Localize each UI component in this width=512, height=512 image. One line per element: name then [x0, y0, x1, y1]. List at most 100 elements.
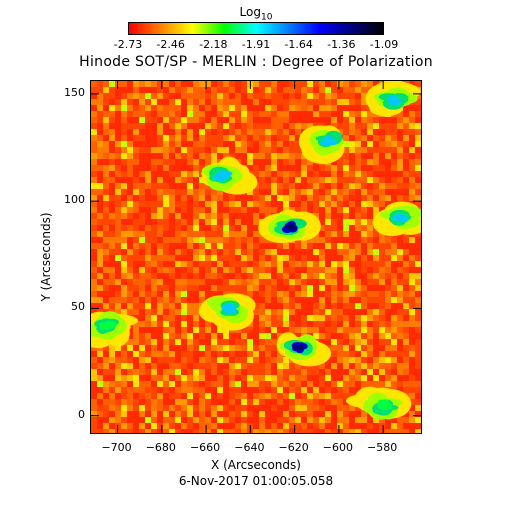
map-pixel — [355, 363, 361, 369]
map-pixel — [277, 291, 283, 297]
map-pixel — [205, 123, 211, 129]
map-pixel — [139, 255, 145, 261]
map-pixel — [121, 243, 127, 249]
map-pixel — [109, 123, 115, 129]
map-pixel — [253, 417, 259, 423]
map-pixel — [313, 423, 319, 429]
map-pixel — [169, 93, 175, 99]
map-pixel — [415, 273, 421, 279]
map-pixel — [229, 147, 235, 153]
map-pixel — [337, 243, 343, 249]
x-tick-label: −680 — [145, 441, 176, 454]
map-pixel — [361, 345, 367, 351]
map-pixel — [307, 429, 313, 433]
map-pixel — [235, 147, 241, 153]
map-pixel — [187, 297, 193, 303]
map-pixel — [151, 231, 157, 237]
map-pixel — [265, 189, 271, 195]
polarization-region — [372, 201, 421, 237]
map-pixel — [403, 147, 409, 153]
map-pixel — [379, 327, 385, 333]
map-pixel — [409, 177, 415, 183]
map-pixel — [265, 345, 271, 351]
map-pixel — [151, 165, 157, 171]
map-pixel — [349, 141, 355, 147]
map-pixel — [277, 285, 283, 291]
map-pixel — [319, 285, 325, 291]
map-pixel — [235, 105, 241, 111]
map-pixel — [295, 315, 301, 321]
map-pixel — [121, 177, 127, 183]
map-pixel — [367, 177, 373, 183]
map-pixel — [193, 237, 199, 243]
map-pixel — [217, 123, 223, 129]
map-pixel — [415, 183, 421, 189]
map-pixel — [289, 417, 295, 423]
map-pixel — [343, 255, 349, 261]
map-pixel — [157, 165, 163, 171]
map-pixel — [205, 141, 211, 147]
map-pixel — [349, 201, 355, 207]
map-pixel — [355, 81, 361, 87]
map-pixel — [415, 429, 421, 433]
map-pixel — [337, 201, 343, 207]
map-pixel — [175, 285, 181, 291]
map-pixel — [253, 375, 259, 381]
map-pixel — [217, 231, 223, 237]
map-pixel — [295, 273, 301, 279]
map-pixel — [163, 369, 169, 375]
map-pixel — [247, 369, 253, 375]
map-pixel — [169, 393, 175, 399]
y-tick-label: 0 — [78, 407, 85, 421]
map-pixel — [133, 393, 139, 399]
map-pixel — [163, 99, 169, 105]
map-pixel — [211, 339, 217, 345]
map-pixel — [379, 375, 385, 381]
map-pixel — [313, 333, 319, 339]
map-pixel — [367, 135, 373, 141]
map-pixel — [103, 363, 109, 369]
map-pixel — [109, 177, 115, 183]
map-pixel — [151, 321, 157, 327]
map-pixel — [337, 249, 343, 255]
map-pixel — [109, 141, 115, 147]
map-pixel — [211, 225, 217, 231]
map-pixel — [409, 135, 415, 141]
map-pixel — [301, 243, 307, 249]
colorbar — [128, 22, 384, 35]
map-pixel — [307, 315, 313, 321]
map-pixel — [181, 429, 187, 433]
map-pixel — [169, 123, 175, 129]
map-pixel — [193, 123, 199, 129]
map-pixel — [91, 243, 97, 249]
map-pixel — [121, 189, 127, 195]
map-pixel — [325, 117, 331, 123]
map-pixel — [223, 81, 229, 87]
map-pixel — [349, 231, 355, 237]
map-pixel — [361, 141, 367, 147]
map-pixel — [349, 327, 355, 333]
map-pixel — [205, 81, 211, 87]
map-pixel — [307, 291, 313, 297]
map-pixel — [241, 243, 247, 249]
map-pixel — [163, 81, 169, 87]
map-pixel — [253, 279, 259, 285]
map-pixel — [229, 93, 235, 99]
map-pixel — [373, 261, 379, 267]
map-pixel — [151, 99, 157, 105]
map-pixel — [355, 345, 361, 351]
map-pixel — [301, 285, 307, 291]
map-pixel — [367, 111, 373, 117]
map-pixel — [175, 333, 181, 339]
map-pixel — [109, 237, 115, 243]
map-pixel — [367, 117, 373, 123]
map-pixel — [361, 363, 367, 369]
map-pixel — [397, 291, 403, 297]
map-pixel — [223, 207, 229, 213]
map-pixel — [235, 213, 241, 219]
map-pixel — [193, 117, 199, 123]
map-pixel — [229, 333, 235, 339]
map-pixel — [97, 201, 103, 207]
map-pixel — [391, 309, 397, 315]
map-pixel — [205, 429, 211, 433]
